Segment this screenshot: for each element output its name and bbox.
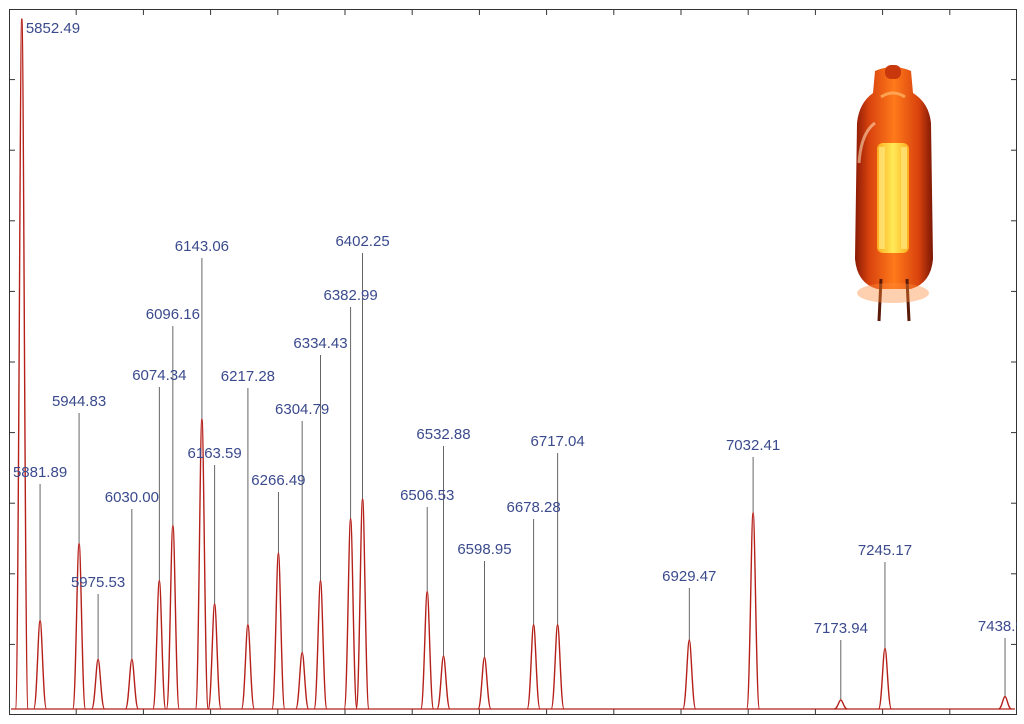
peak	[550, 624, 565, 710]
peak-labels: 5852.49 5881.89 5944.83 5975.53 6030.00 6074.…	[13, 20, 1017, 637]
spectrum-peaks	[11, 18, 1015, 710]
peak	[682, 639, 697, 710]
peak-label: 6217.28	[221, 368, 275, 385]
peak	[14, 18, 29, 710]
peak	[526, 624, 541, 710]
peak	[436, 655, 451, 710]
peak-label: 6143.06	[175, 238, 229, 255]
peak-label: 6678.28	[507, 499, 561, 516]
peak-label: 6334.43	[293, 335, 347, 352]
peak	[72, 542, 87, 710]
peak-label: 6929.47	[662, 568, 716, 585]
peak	[313, 579, 328, 710]
neon-lamp-photo	[855, 65, 933, 322]
peak-label: 7438.90	[978, 618, 1017, 635]
peak	[271, 552, 286, 710]
spectrum-chart: 5852.49 5881.89 5944.83 5975.53 6030.00 6074.…	[9, 9, 1017, 715]
peak-label: 5975.53	[71, 574, 125, 591]
peak	[746, 511, 761, 710]
peak-label: 6074.34	[132, 367, 186, 384]
axis-ticks	[9, 9, 1017, 715]
peak-label: 6402.25	[335, 233, 389, 250]
peak-label: 6532.88	[416, 426, 470, 443]
peak-label: 6382.99	[324, 287, 378, 304]
peak-label: 7173.94	[814, 620, 868, 637]
peak	[240, 624, 255, 710]
peak-label: 5881.89	[13, 464, 67, 481]
peak	[877, 647, 893, 710]
peak-label: 6506.53	[400, 487, 454, 504]
peak-label: 5852.49	[26, 20, 80, 37]
peak-label: 6598.95	[457, 541, 511, 558]
peak	[998, 695, 1012, 710]
peak	[207, 603, 222, 710]
peak-label: 7032.41	[726, 437, 780, 454]
peak	[124, 658, 139, 710]
plot-frame	[9, 9, 1017, 715]
peak	[91, 658, 106, 710]
peak-label: 6266.49	[251, 472, 305, 489]
peak	[152, 579, 167, 710]
peak-label: 6717.04	[531, 433, 585, 450]
peak	[477, 656, 492, 710]
peak	[33, 619, 48, 710]
peak	[355, 498, 370, 710]
peak-label: 7245.17	[858, 542, 912, 559]
peak-label: 6030.00	[105, 489, 159, 506]
peak-label: 5944.83	[52, 393, 106, 410]
peak-leader-lines	[39, 253, 1006, 701]
peak	[194, 418, 209, 710]
peak-label: 6096.16	[146, 306, 200, 323]
peak	[834, 699, 848, 710]
peak	[420, 590, 435, 710]
peak-label: 6304.79	[275, 401, 329, 418]
peak	[165, 524, 180, 710]
peak	[343, 517, 358, 710]
peak	[295, 651, 310, 710]
peak-label: 6163.59	[188, 445, 242, 462]
spectrum-svg: 5852.49 5881.89 5944.83 5975.53 6030.00 6074.…	[9, 9, 1017, 715]
